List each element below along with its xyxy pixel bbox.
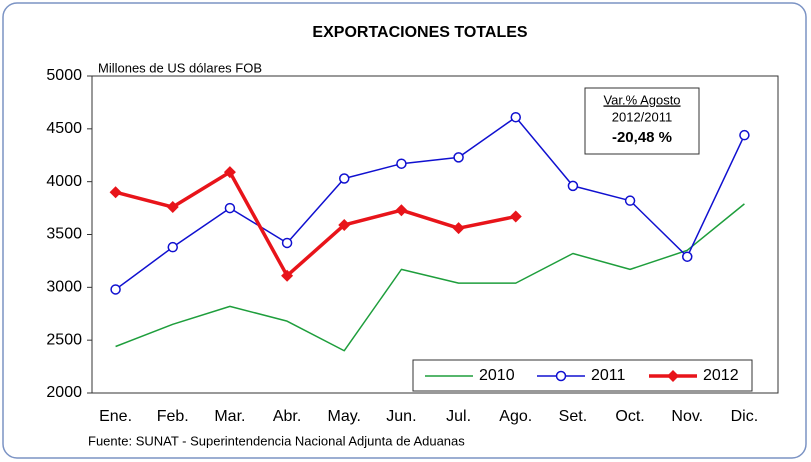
point (109, 186, 122, 199)
y-tick-label: 3500 (46, 226, 82, 243)
series-line (115, 170, 517, 278)
y-tick-label: 2000 (46, 384, 82, 401)
annotation-value: -20,48 % (612, 129, 672, 146)
x-tick-label: Jun. (386, 408, 416, 425)
x-tick-label: Mar. (214, 408, 245, 425)
point (339, 173, 350, 184)
point (567, 180, 579, 192)
point (338, 218, 351, 231)
legend-marker (667, 370, 679, 382)
point (682, 251, 693, 262)
chart-title: EXPORTACIONES TOTALES (312, 24, 527, 41)
point (452, 222, 465, 235)
y-tick-label: 4500 (46, 120, 82, 137)
x-tick-label: Dic. (731, 408, 759, 425)
annotation-title: Var.% Agosto (603, 92, 680, 107)
point (453, 152, 464, 163)
point (224, 202, 236, 214)
point (166, 201, 179, 214)
legend-marker (555, 370, 567, 382)
legend-label: 2010 (479, 367, 515, 384)
point (509, 210, 522, 223)
point (281, 269, 294, 282)
legend-label: 2012 (703, 367, 739, 384)
series-line (115, 203, 745, 352)
source: Fuente: SUNAT - Superintendencia Naciona… (88, 433, 465, 448)
series-line (115, 116, 746, 291)
x-tick-label: Nov. (671, 408, 703, 425)
x-tick-label: Oct. (615, 408, 644, 425)
y-tick-label: 2500 (46, 331, 82, 348)
point (624, 195, 636, 206)
point (281, 237, 293, 249)
annotation: Var.% Agosto 2012/2011 -20,48 % (584, 87, 700, 155)
point (739, 129, 750, 141)
point (167, 241, 178, 253)
point (395, 204, 408, 217)
x-tick-label: Jul. (446, 408, 471, 425)
x-tick-label: Feb. (157, 408, 189, 425)
annotation-period: 2012/2011 (612, 109, 673, 124)
point (510, 111, 521, 123)
annotation-box (584, 87, 700, 155)
legend-label: 2011 (591, 367, 626, 384)
y-tick-label: 4000 (46, 173, 82, 190)
y-tick-label: 5000 (46, 67, 82, 84)
x-tick-label: Set. (559, 408, 587, 425)
x-tick-label: Ene. (99, 408, 132, 425)
x-tick-label: May. (328, 408, 361, 425)
x-tick-label: Ago. (499, 408, 532, 425)
point (223, 166, 236, 179)
point (396, 158, 407, 169)
x-tick-label: Abr. (273, 408, 301, 425)
y-axis-label: Millones de US dólares FOB (98, 60, 262, 75)
y-tick-label: 3000 (46, 279, 82, 296)
point (110, 284, 121, 295)
